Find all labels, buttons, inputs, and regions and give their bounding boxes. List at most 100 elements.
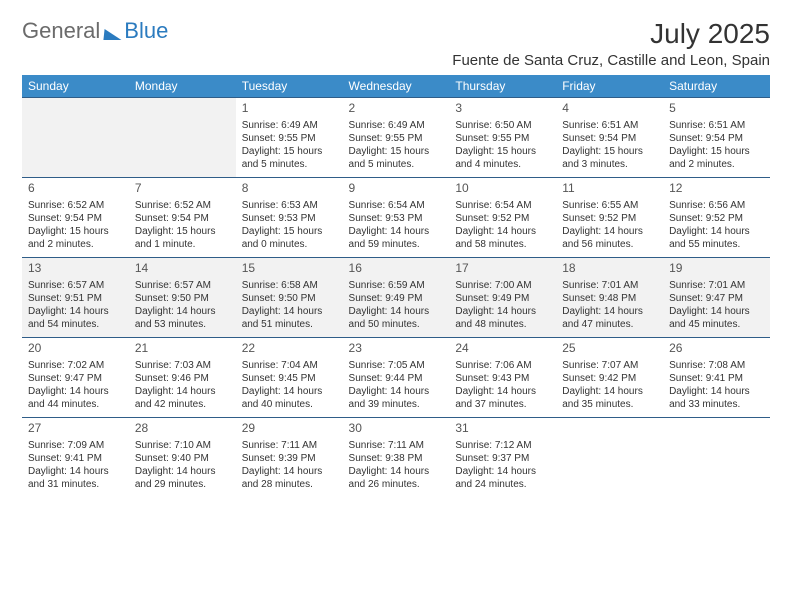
sunrise-text: Sunrise: 6:59 AM bbox=[349, 279, 444, 292]
sunrise-text: Sunrise: 6:52 AM bbox=[135, 199, 230, 212]
day-number: 2 bbox=[349, 101, 444, 117]
daylight1-text: Daylight: 14 hours bbox=[349, 305, 444, 318]
daylight1-text: Daylight: 14 hours bbox=[562, 305, 657, 318]
sunset-text: Sunset: 9:52 PM bbox=[562, 212, 657, 225]
sunrise-text: Sunrise: 7:11 AM bbox=[242, 439, 337, 452]
day-cell: 20Sunrise: 7:02 AMSunset: 9:47 PMDayligh… bbox=[22, 338, 129, 418]
daylight2-text: and 29 minutes. bbox=[135, 478, 230, 491]
daylight2-text: and 55 minutes. bbox=[669, 238, 764, 251]
sunset-text: Sunset: 9:50 PM bbox=[135, 292, 230, 305]
day-header: Friday bbox=[556, 75, 663, 98]
sunrise-text: Sunrise: 7:03 AM bbox=[135, 359, 230, 372]
day-number: 22 bbox=[242, 341, 337, 357]
sunset-text: Sunset: 9:45 PM bbox=[242, 372, 337, 385]
sunset-text: Sunset: 9:54 PM bbox=[28, 212, 123, 225]
daylight1-text: Daylight: 14 hours bbox=[562, 225, 657, 238]
daylight2-text: and 0 minutes. bbox=[242, 238, 337, 251]
day-cell: 25Sunrise: 7:07 AMSunset: 9:42 PMDayligh… bbox=[556, 338, 663, 418]
daylight2-text: and 3 minutes. bbox=[562, 158, 657, 171]
daylight2-text: and 35 minutes. bbox=[562, 398, 657, 411]
sunset-text: Sunset: 9:39 PM bbox=[242, 452, 337, 465]
day-number: 28 bbox=[135, 421, 230, 437]
daylight1-text: Daylight: 14 hours bbox=[135, 305, 230, 318]
sunset-text: Sunset: 9:49 PM bbox=[349, 292, 444, 305]
day-cell bbox=[129, 98, 236, 178]
day-cell: 30Sunrise: 7:11 AMSunset: 9:38 PMDayligh… bbox=[343, 418, 450, 498]
daylight1-text: Daylight: 14 hours bbox=[135, 385, 230, 398]
day-number: 1 bbox=[242, 101, 337, 117]
calendar-page: General Blue July 2025 Fuente de Santa C… bbox=[0, 0, 792, 612]
day-number: 6 bbox=[28, 181, 123, 197]
sunset-text: Sunset: 9:55 PM bbox=[455, 132, 550, 145]
day-number: 14 bbox=[135, 261, 230, 277]
daylight2-text: and 53 minutes. bbox=[135, 318, 230, 331]
daylight1-text: Daylight: 14 hours bbox=[455, 385, 550, 398]
day-number: 31 bbox=[455, 421, 550, 437]
daylight1-text: Daylight: 15 hours bbox=[242, 225, 337, 238]
day-number: 23 bbox=[349, 341, 444, 357]
daylight1-text: Daylight: 14 hours bbox=[349, 225, 444, 238]
sunrise-text: Sunrise: 7:07 AM bbox=[562, 359, 657, 372]
daylight1-text: Daylight: 14 hours bbox=[669, 385, 764, 398]
daylight2-text: and 5 minutes. bbox=[242, 158, 337, 171]
sunset-text: Sunset: 9:54 PM bbox=[135, 212, 230, 225]
sunrise-text: Sunrise: 6:53 AM bbox=[242, 199, 337, 212]
day-cell: 3Sunrise: 6:50 AMSunset: 9:55 PMDaylight… bbox=[449, 98, 556, 178]
daylight1-text: Daylight: 15 hours bbox=[349, 145, 444, 158]
daylight2-text: and 40 minutes. bbox=[242, 398, 337, 411]
day-cell: 10Sunrise: 6:54 AMSunset: 9:52 PMDayligh… bbox=[449, 178, 556, 258]
day-number: 25 bbox=[562, 341, 657, 357]
sunset-text: Sunset: 9:44 PM bbox=[349, 372, 444, 385]
sunrise-text: Sunrise: 6:54 AM bbox=[455, 199, 550, 212]
day-number: 13 bbox=[28, 261, 123, 277]
day-cell: 14 Sunrise: 6:57 AMSunset: 9:50 PMDayligh… bbox=[129, 258, 236, 338]
sunset-text: Sunset: 9:55 PM bbox=[349, 132, 444, 145]
sunrise-text: Sunrise: 6:51 AM bbox=[669, 119, 764, 132]
daylight2-text: and 56 minutes. bbox=[562, 238, 657, 251]
day-cell: 27Sunrise: 7:09 AMSunset: 9:41 PMDayligh… bbox=[22, 418, 129, 498]
brand-part2: Blue bbox=[124, 18, 168, 44]
brand-part1: General bbox=[22, 18, 100, 44]
daylight1-text: Daylight: 14 hours bbox=[349, 465, 444, 478]
sunrise-text: Sunrise: 7:01 AM bbox=[669, 279, 764, 292]
day-cell: 12Sunrise: 6:56 AMSunset: 9:52 PMDayligh… bbox=[663, 178, 770, 258]
day-cell: 13 Sunrise: 6:57 AMSunset: 9:51 PMDayligh… bbox=[22, 258, 129, 338]
sunrise-text: Sunrise: 7:10 AM bbox=[135, 439, 230, 452]
day-cell: 17Sunrise: 7:00 AMSunset: 9:49 PMDayligh… bbox=[449, 258, 556, 338]
week-row: 20Sunrise: 7:02 AMSunset: 9:47 PMDayligh… bbox=[22, 338, 770, 418]
day-cell: 22Sunrise: 7:04 AMSunset: 9:45 PMDayligh… bbox=[236, 338, 343, 418]
sunset-text: Sunset: 9:38 PM bbox=[349, 452, 444, 465]
sunset-text: Sunset: 9:51 PM bbox=[28, 292, 123, 305]
sunrise-text: Sunrise: 7:12 AM bbox=[455, 439, 550, 452]
daylight1-text: Daylight: 14 hours bbox=[455, 465, 550, 478]
daylight2-text: and 28 minutes. bbox=[242, 478, 337, 491]
daylight2-text: and 2 minutes. bbox=[669, 158, 764, 171]
brand-triangle-icon bbox=[104, 29, 123, 40]
day-header: Sunday bbox=[22, 75, 129, 98]
daylight1-text: Daylight: 15 hours bbox=[135, 225, 230, 238]
daylight2-text: and 50 minutes. bbox=[349, 318, 444, 331]
sunrise-text: Sunrise: 6:57 AM bbox=[135, 279, 230, 292]
week-row: 27Sunrise: 7:09 AMSunset: 9:41 PMDayligh… bbox=[22, 418, 770, 498]
daylight1-text: Daylight: 14 hours bbox=[669, 225, 764, 238]
sunrise-text: Sunrise: 7:01 AM bbox=[562, 279, 657, 292]
daylight1-text: Daylight: 14 hours bbox=[669, 305, 764, 318]
brand-logo: General Blue bbox=[22, 18, 168, 44]
day-cell: 6Sunrise: 6:52 AMSunset: 9:54 PMDaylight… bbox=[22, 178, 129, 258]
daylight1-text: Daylight: 14 hours bbox=[242, 465, 337, 478]
sunrise-text: Sunrise: 7:00 AM bbox=[455, 279, 550, 292]
sunrise-text: Sunrise: 6:57 AM bbox=[28, 279, 123, 292]
sunrise-text: Sunrise: 6:55 AM bbox=[562, 199, 657, 212]
day-cell: 2Sunrise: 6:49 AMSunset: 9:55 PMDaylight… bbox=[343, 98, 450, 178]
daylight2-text: and 2 minutes. bbox=[28, 238, 123, 251]
daylight1-text: Daylight: 14 hours bbox=[28, 465, 123, 478]
day-cell bbox=[22, 98, 129, 178]
day-number: 7 bbox=[135, 181, 230, 197]
sunrise-text: Sunrise: 6:56 AM bbox=[669, 199, 764, 212]
sunset-text: Sunset: 9:53 PM bbox=[349, 212, 444, 225]
daylight1-text: Daylight: 15 hours bbox=[562, 145, 657, 158]
sunset-text: Sunset: 9:55 PM bbox=[242, 132, 337, 145]
daylight1-text: Daylight: 14 hours bbox=[28, 305, 123, 318]
day-number: 18 bbox=[562, 261, 657, 277]
day-header: Wednesday bbox=[343, 75, 450, 98]
